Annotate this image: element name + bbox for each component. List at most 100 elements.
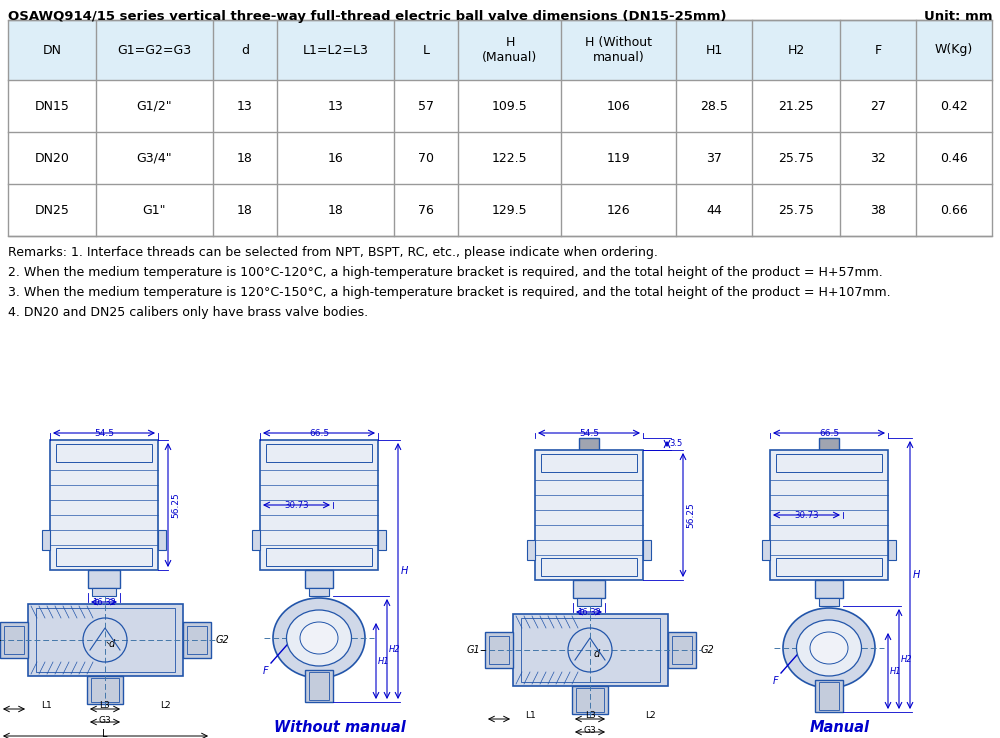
Text: 3. When the medium temperature is 120°C-150°C, a high-temperature bracket is req: 3. When the medium temperature is 120°C-… xyxy=(8,286,891,299)
Text: L2: L2 xyxy=(160,701,170,710)
Bar xyxy=(252,530,260,550)
Text: W(Kg): W(Kg) xyxy=(935,44,973,57)
Bar xyxy=(579,438,599,450)
Bar xyxy=(888,540,896,560)
Bar xyxy=(91,678,119,702)
Bar xyxy=(643,540,651,560)
Bar xyxy=(266,548,372,566)
Bar xyxy=(8,132,992,184)
Text: 129.5: 129.5 xyxy=(492,204,528,216)
Text: F: F xyxy=(874,44,881,57)
Text: DN20: DN20 xyxy=(34,151,69,165)
Bar xyxy=(577,598,601,606)
Bar xyxy=(672,636,692,664)
Bar xyxy=(762,540,770,560)
Text: 2. When the medium temperature is 100°C-120°C, a high-temperature bracket is req: 2. When the medium temperature is 100°C-… xyxy=(8,266,883,279)
Text: 13: 13 xyxy=(237,100,253,112)
Text: 25.75: 25.75 xyxy=(778,204,814,216)
Ellipse shape xyxy=(810,632,848,664)
Text: H (Without
manual): H (Without manual) xyxy=(585,36,652,64)
Text: L1=L2=L3: L1=L2=L3 xyxy=(303,44,369,57)
Bar xyxy=(485,632,513,668)
Text: L1: L1 xyxy=(41,701,51,710)
Bar xyxy=(776,558,882,576)
Bar xyxy=(158,530,166,550)
Text: 13: 13 xyxy=(328,100,343,112)
Text: 54.5: 54.5 xyxy=(579,429,599,438)
Bar xyxy=(56,548,152,566)
Text: L: L xyxy=(423,44,430,57)
Ellipse shape xyxy=(783,608,875,688)
Text: 56.25: 56.25 xyxy=(686,502,695,528)
Text: 54.5: 54.5 xyxy=(94,429,114,438)
Text: 66.5: 66.5 xyxy=(819,429,839,438)
Bar xyxy=(8,184,992,236)
Bar xyxy=(572,686,608,714)
Text: 76: 76 xyxy=(418,204,434,216)
Text: 126: 126 xyxy=(607,204,631,216)
Text: 56.25: 56.25 xyxy=(171,492,180,518)
Bar xyxy=(815,680,843,712)
Bar xyxy=(489,636,509,664)
Text: G1: G1 xyxy=(466,645,480,655)
Bar xyxy=(573,580,605,598)
Text: H1: H1 xyxy=(890,666,902,675)
Bar xyxy=(815,580,843,598)
Text: Manual: Manual xyxy=(810,720,870,735)
Bar xyxy=(541,454,637,472)
Ellipse shape xyxy=(273,598,365,678)
Text: 70: 70 xyxy=(418,151,434,165)
Bar xyxy=(305,570,333,588)
Bar xyxy=(56,444,152,462)
Bar xyxy=(8,80,992,132)
Bar xyxy=(527,540,535,560)
Text: F: F xyxy=(262,666,268,676)
Ellipse shape xyxy=(300,622,338,654)
Text: DN15: DN15 xyxy=(34,100,69,112)
Bar xyxy=(309,672,329,700)
Bar xyxy=(28,604,183,676)
Bar xyxy=(92,588,116,596)
Text: Remarks: 1. Interface threads can be selected from NPT, BSPT, RC, etc., please i: Remarks: 1. Interface threads can be sel… xyxy=(8,246,658,259)
Bar xyxy=(535,450,643,580)
Text: Unit: mm: Unit: mm xyxy=(924,10,993,23)
Bar xyxy=(42,530,50,550)
Bar xyxy=(819,598,839,606)
Text: G1/2": G1/2" xyxy=(136,100,172,112)
Text: 0.42: 0.42 xyxy=(940,100,968,112)
Text: Without manual: Without manual xyxy=(274,720,406,735)
Text: 109.5: 109.5 xyxy=(492,100,528,112)
Text: 57: 57 xyxy=(418,100,434,112)
Bar xyxy=(8,20,992,236)
Text: L3: L3 xyxy=(100,701,110,710)
Text: 37: 37 xyxy=(706,151,722,165)
Text: 38: 38 xyxy=(870,204,886,216)
Text: H2: H2 xyxy=(901,655,913,663)
Text: 16: 16 xyxy=(328,151,343,165)
Text: G2: G2 xyxy=(216,635,230,645)
Bar xyxy=(4,626,24,654)
Text: 66.5: 66.5 xyxy=(309,429,329,438)
Bar xyxy=(541,558,637,576)
Text: H1: H1 xyxy=(705,44,723,57)
Bar xyxy=(668,632,696,668)
Text: 3.5: 3.5 xyxy=(669,440,682,449)
Bar xyxy=(87,676,123,704)
Text: G3: G3 xyxy=(584,726,596,735)
Text: 30.73: 30.73 xyxy=(794,511,819,520)
Bar xyxy=(0,622,28,658)
Text: d: d xyxy=(109,639,115,649)
Bar xyxy=(8,20,992,80)
Bar xyxy=(305,670,333,702)
Bar xyxy=(521,618,660,682)
Text: F: F xyxy=(772,676,778,686)
Text: DN: DN xyxy=(42,44,61,57)
Text: 0.46: 0.46 xyxy=(940,151,968,165)
Text: G2: G2 xyxy=(701,645,715,655)
Text: H
(Manual): H (Manual) xyxy=(482,36,538,64)
Text: 44: 44 xyxy=(706,204,722,216)
Text: H2: H2 xyxy=(389,644,401,654)
Text: 16.32: 16.32 xyxy=(92,598,116,607)
Ellipse shape xyxy=(287,610,352,666)
Bar xyxy=(819,682,839,710)
